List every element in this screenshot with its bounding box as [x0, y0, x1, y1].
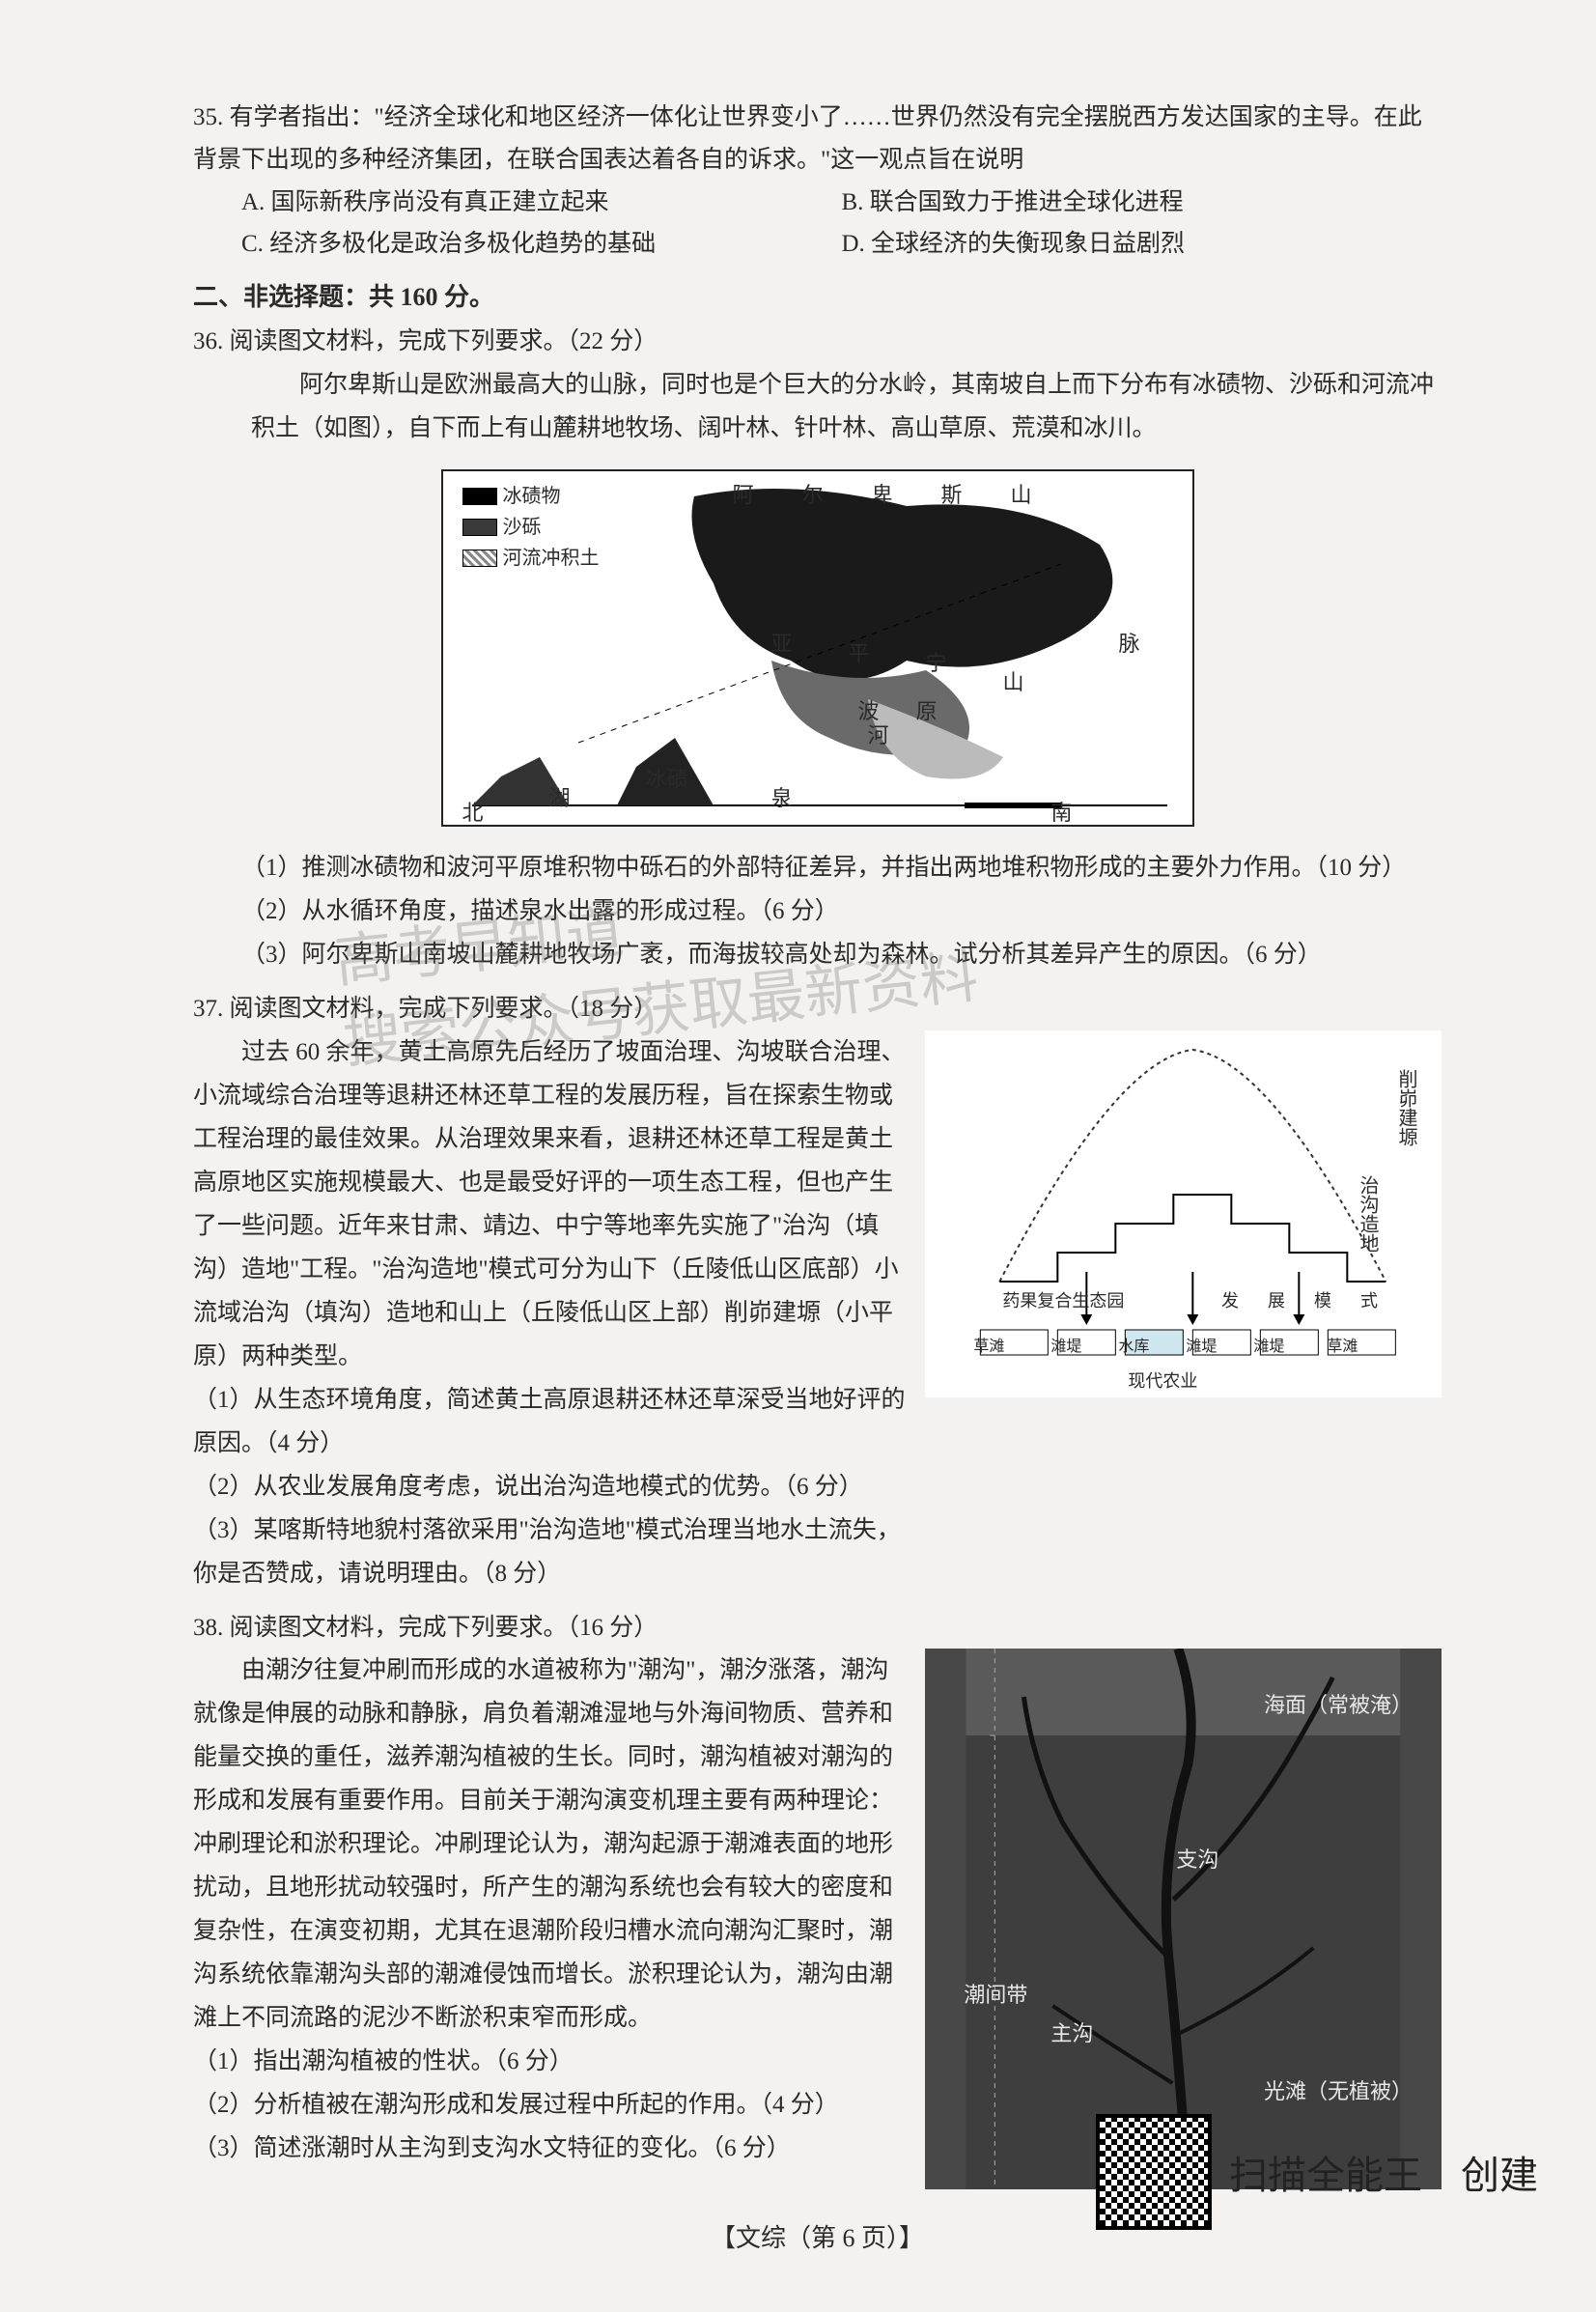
d-it3: 滩堤	[1186, 1334, 1217, 1361]
d-it2: 水库	[1118, 1334, 1149, 1361]
map-lbl-nan: 南	[1051, 795, 1073, 832]
q36-sub1: （1）推测冰碛物和波河平原堆积物中砾石的外部特征差异，并指出两地堆积物形成的主要…	[193, 846, 1442, 889]
q36-map: 冰碛物 沙砾 河流冲积土 阿 尔 卑 斯 山 脉 亚 平	[441, 469, 1194, 827]
q38-sub1: （1）指出潮沟植被的性状。（6 分）	[193, 2040, 906, 2083]
q35-opt-c: C. 经济多极化是政治多极化趋势的基础	[241, 223, 842, 266]
p-top: 海面（常被淹）	[1264, 1687, 1413, 1725]
p-cj: 潮间带	[964, 1977, 1027, 2015]
question-38: 38. 阅读图文材料，完成下列要求。（16 分） 由潮汐往复冲刷而形成的水道被称…	[193, 1607, 1442, 2190]
map-svg	[443, 467, 1196, 825]
q35-options: A. 国际新秩序尚没有真正建立起来 B. 联合国致力于推进全球化进程 C. 经济…	[193, 182, 1442, 267]
question-37: 37. 阅读图文材料，完成下列要求。（18 分） 过去 60 余年，黄土高原先后…	[193, 988, 1442, 1595]
map-lbl-bei: 北	[462, 795, 484, 832]
p-gt: 光滩（无植被）	[1264, 2073, 1413, 2111]
map-lbl-ya: 亚	[771, 626, 793, 663]
q36-stem: 阅读图文材料，完成下列要求。（22 分）	[230, 328, 658, 354]
q35-stem: 有学者指出："经济全球化和地区经济一体化让世界变小了……世界仍然没有完全摆脱西方…	[193, 104, 1422, 173]
map-lbl-shan: 山	[1003, 664, 1024, 702]
map-lbl-river: 河	[868, 718, 889, 755]
q37-sub1: （1）从生态环境角度，简述黄土高原退耕还林还草深受当地好评的原因。（4 分）	[193, 1378, 906, 1465]
q37-num: 37.	[193, 996, 223, 1022]
q36-sub2: （2）从水循环角度，描述泉水出露的形成过程。（6 分）	[193, 889, 1442, 933]
map-lbl-top: 阿 尔 卑 斯 山	[733, 477, 1046, 515]
d-dev: 发 展 模 式	[1221, 1286, 1384, 1317]
map-lbl-bingqi: 冰碛	[646, 761, 688, 799]
map-lbl-ping: 平	[849, 635, 870, 673]
qr-text: 扫描全能王 创建	[1229, 2144, 1538, 2200]
map-lbl-hu: 湖	[549, 780, 571, 818]
q36-sub3: （3）阿尔卑斯山南坡山麓耕地牧场广袤，而海拔较高处却为森林。试分析其差异产生的原…	[193, 933, 1442, 976]
q38-stem: 阅读图文材料，完成下列要求。（16 分）	[230, 1615, 658, 1641]
d-title-mid: 治沟造地	[1350, 1175, 1384, 1253]
d-title-right: 削峁建塬	[1388, 1069, 1422, 1146]
q37-diagram: 削峁建塬 治沟造地 药果复合生态园 发 展 模 式 草滩 滩堤 水库 滩堤 滩堤…	[925, 1030, 1442, 1397]
q38-intro: 由潮汐往复冲刷而形成的水道被称为"潮沟"，潮汐涨落，潮沟就像是伸展的动脉和静脉，…	[193, 1649, 906, 2040]
qr-code-icon	[1096, 2114, 1212, 2230]
d-it5: 草滩	[1327, 1334, 1358, 1361]
q37-sub2: （2）从农业发展角度考虑，说出治沟造地模式的优势。（6 分）	[193, 1465, 906, 1508]
qr-area: 扫描全能王 创建	[1096, 2114, 1538, 2230]
section-2-title: 二、非选择题：共 160 分。	[193, 277, 1442, 313]
d-eco: 药果复合生态园	[1002, 1286, 1124, 1317]
d-it0: 草滩	[973, 1334, 1004, 1361]
q37-stem: 阅读图文材料，完成下列要求。（18 分）	[230, 996, 658, 1022]
map-lbl-ning: 宁	[926, 645, 947, 683]
p-zhu: 主沟	[1050, 2016, 1093, 2053]
q36-num: 36.	[193, 328, 223, 354]
q35-num: 35.	[193, 104, 223, 130]
map-lbl-mai: 脉	[1119, 626, 1140, 663]
map-lbl-quan: 泉	[771, 780, 793, 818]
d-it1: 滩堤	[1050, 1334, 1081, 1361]
map-lbl-yuan: 原	[916, 693, 938, 731]
q38-photo: 海面（常被淹） 支沟 潮间带 主沟 光滩（无植被）	[925, 1649, 1442, 2189]
question-35: 35. 有学者指出："经济全球化和地区经济一体化让世界变小了……世界仍然没有完全…	[193, 97, 1442, 266]
q35-opt-d: D. 全球经济的失衡现象日益剧烈	[842, 223, 1442, 266]
d-it4: 滩堤	[1253, 1334, 1284, 1361]
d-modern: 现代农业	[1128, 1367, 1197, 1397]
p-zhi: 支沟	[1176, 1842, 1218, 1879]
q36-intro: 阿尔卑斯山是欧洲最高大的山脉，同时也是个巨大的分水岭，其南坡自上而下分布有冰碛物…	[193, 363, 1442, 450]
q35-opt-a: A. 国际新秩序尚没有真正建立起来	[241, 182, 842, 224]
q37-sub3: （3）某喀斯特地貌村落欲采用"治沟造地"模式治理当地水土流失，你是否赞成，请说明…	[193, 1508, 906, 1595]
q38-sub2: （2）分析植被在潮沟形成和发展过程中所起的作用。（4 分）	[193, 2083, 906, 2127]
q38-num: 38.	[193, 1615, 223, 1641]
q35-opt-b: B. 联合国致力于推进全球化进程	[842, 182, 1442, 224]
q38-sub3: （3）简述涨潮时从主沟到支沟水文特征的变化。（6 分）	[193, 2127, 906, 2170]
question-36: 36. 阅读图文材料，完成下列要求。（22 分） 阿尔卑斯山是欧洲最高大的山脉，…	[193, 321, 1442, 976]
q37-intro: 过去 60 余年，黄土高原先后经历了坡面治理、沟坡联合治理、小流域综合治理等退耕…	[193, 1030, 906, 1378]
